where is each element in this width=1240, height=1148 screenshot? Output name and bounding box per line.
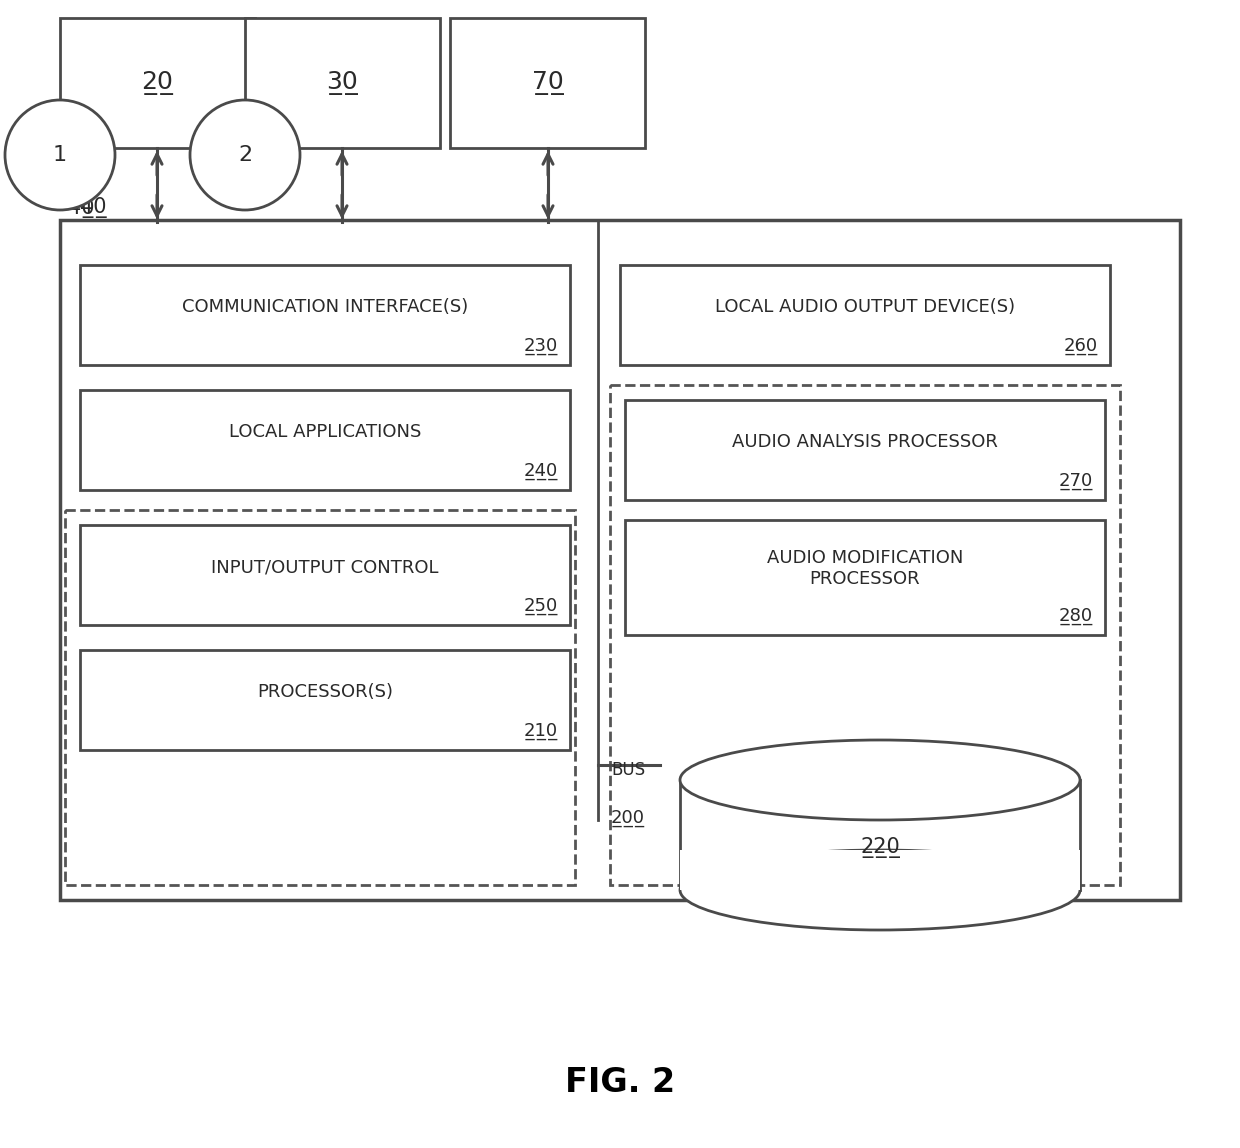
Text: LOCAL APPLICATIONS: LOCAL APPLICATIONS <box>229 422 422 441</box>
Text: 3̲0̲: 3̲0̲ <box>326 71 358 95</box>
Text: AUDIO MODIFICATION
PROCESSOR: AUDIO MODIFICATION PROCESSOR <box>766 549 963 588</box>
Circle shape <box>190 100 300 210</box>
Text: 2̲4̲0̲: 2̲4̲0̲ <box>523 461 558 480</box>
Text: 7̲0̲: 7̲0̲ <box>532 71 563 95</box>
Bar <box>81 525 570 625</box>
Text: 4̲0̲: 4̲0̲ <box>81 197 107 218</box>
Text: BUS: BUS <box>611 761 645 779</box>
Bar <box>680 779 1080 890</box>
Text: 2̲2̲0̲: 2̲2̲0̲ <box>861 837 900 858</box>
Text: 2̲3̲0̲: 2̲3̲0̲ <box>523 338 558 355</box>
Bar <box>620 265 1110 365</box>
Text: 2̲5̲0̲: 2̲5̲0̲ <box>523 597 558 615</box>
Text: 40: 40 <box>68 197 94 218</box>
Text: 2̲6̲0̲: 2̲6̲0̲ <box>1064 338 1097 355</box>
Bar <box>450 18 645 148</box>
Text: AUDIO ANALYSIS PROCESSOR: AUDIO ANALYSIS PROCESSOR <box>732 433 998 451</box>
Text: COMMUNICATION INTERFACE(S): COMMUNICATION INTERFACE(S) <box>182 298 469 316</box>
Bar <box>81 650 570 750</box>
Text: 2̲1̲0̲: 2̲1̲0̲ <box>523 722 558 740</box>
Ellipse shape <box>680 740 1080 820</box>
Bar <box>64 510 575 885</box>
Bar <box>81 390 570 490</box>
Text: 1: 1 <box>53 145 67 165</box>
Text: FIG. 2: FIG. 2 <box>565 1066 675 1100</box>
Bar <box>60 220 1180 900</box>
Text: 2̲7̲0̲: 2̲7̲0̲ <box>1059 472 1092 490</box>
Bar <box>60 18 255 148</box>
Bar <box>625 400 1105 501</box>
Text: PROCESSOR(S): PROCESSOR(S) <box>257 683 393 701</box>
Circle shape <box>5 100 115 210</box>
Text: 2̲0̲: 2̲0̲ <box>141 71 174 95</box>
Text: 2̲0̲0̲: 2̲0̲0̲ <box>611 809 645 827</box>
Text: LOCAL AUDIO OUTPUT DEVICE(S): LOCAL AUDIO OUTPUT DEVICE(S) <box>715 298 1016 316</box>
Bar <box>81 265 570 365</box>
Bar <box>610 385 1120 885</box>
Bar <box>680 850 1080 890</box>
Text: 2: 2 <box>238 145 252 165</box>
Bar <box>625 520 1105 635</box>
Ellipse shape <box>680 850 1080 930</box>
Text: 2̲8̲0̲: 2̲8̲0̲ <box>1059 607 1092 625</box>
Bar <box>246 18 440 148</box>
Text: INPUT/OUTPUT CONTROL: INPUT/OUTPUT CONTROL <box>211 558 439 576</box>
